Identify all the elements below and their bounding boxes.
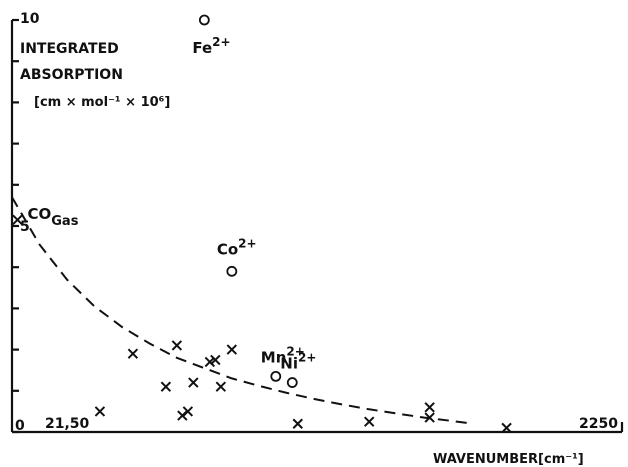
x-axis-label: WAVENUMBER[cm⁻¹] — [433, 452, 584, 467]
x-tick-label: 2250 — [579, 416, 618, 432]
y-axis-label-line-2: ABSORPTION — [20, 67, 123, 83]
fit-curve-layer — [11, 196, 474, 425]
y-tick-label: 0 — [15, 418, 25, 434]
cross-marker — [204, 356, 216, 368]
labels-layer: INTEGRATED ABSORPTION [cm × mol⁻¹ × 10⁶]… — [20, 35, 584, 467]
y-axis-label-line-1: INTEGRATED — [20, 41, 119, 57]
cross-marker — [94, 406, 106, 417]
fit-curve — [11, 196, 474, 425]
circle-marker — [226, 265, 238, 277]
point-label: Co2+ — [217, 236, 257, 258]
axes: 0 5 10 21,50 2250 — [10, 11, 624, 434]
point-label: Fe2+ — [192, 35, 230, 57]
cross-marker — [171, 340, 183, 351]
circle-marker — [198, 14, 210, 26]
y-tick-label: 5 — [20, 219, 30, 235]
cross-marker — [12, 214, 23, 226]
point-label: COGas — [27, 205, 78, 229]
y-axis-unit: [cm × mol⁻¹ × 10⁶] — [34, 95, 170, 110]
cross-marker — [363, 416, 375, 427]
cross-marker — [292, 418, 303, 429]
cross-marker — [424, 402, 435, 413]
cross-marker — [210, 354, 221, 366]
cross-marker — [188, 377, 199, 388]
cross-marker — [127, 348, 139, 359]
y-tick-label: 10 — [20, 11, 40, 27]
cross-marker — [160, 381, 172, 392]
point-label: Ni2+ — [280, 351, 316, 373]
cross-marker — [424, 412, 435, 423]
cross-marker — [182, 406, 194, 417]
circle-marker — [270, 370, 282, 382]
x-tick-label: 21,50 — [45, 416, 90, 432]
cross-marker — [215, 381, 227, 392]
data-points-layer — [12, 14, 512, 434]
cross-marker — [226, 344, 238, 355]
circle-marker — [286, 377, 298, 388]
cross-marker — [501, 422, 512, 434]
